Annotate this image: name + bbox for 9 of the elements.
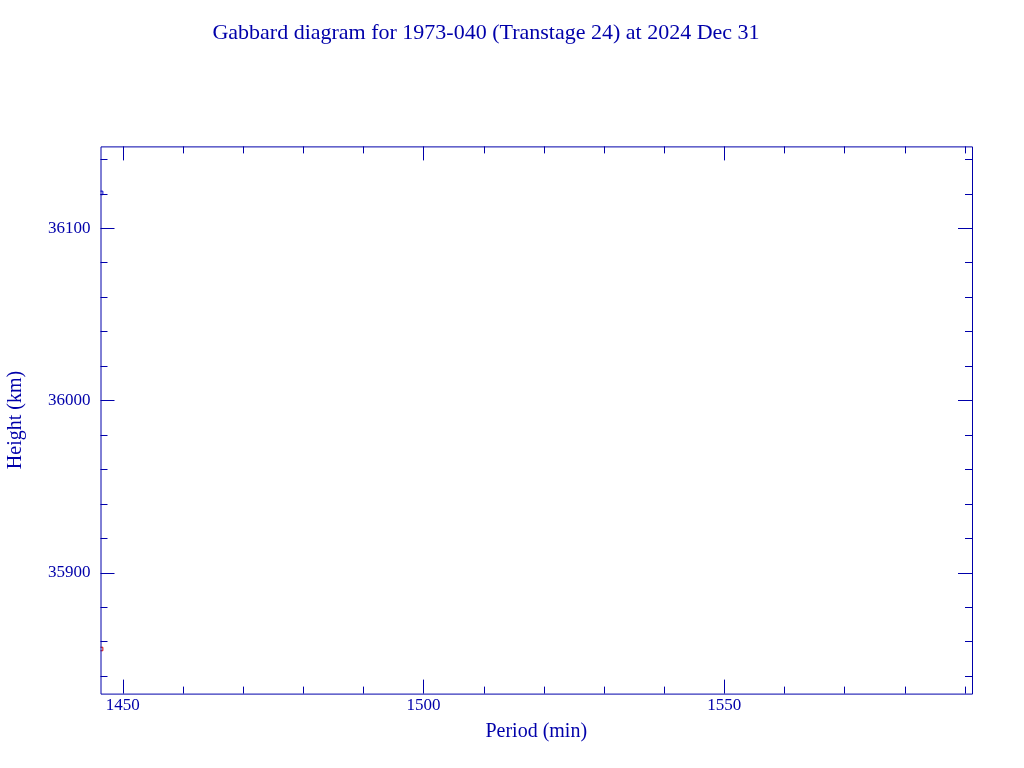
x-tick-label: 1500 <box>406 695 441 715</box>
y-axis-title: Height (km) <box>3 370 27 470</box>
y-tick-label: 36100 <box>48 217 91 237</box>
y-tick-label: 35900 <box>48 561 91 581</box>
x-tick-label: 1550 <box>707 695 742 715</box>
x-axis-title: Period (min) <box>485 719 588 743</box>
x-tick-label: 1450 <box>105 695 140 715</box>
y-tick-label: 36000 <box>48 389 91 409</box>
chart-title: Gabbard diagram for 1973-040 (Transtage 24) at 2024 Dec 31 <box>212 18 760 44</box>
